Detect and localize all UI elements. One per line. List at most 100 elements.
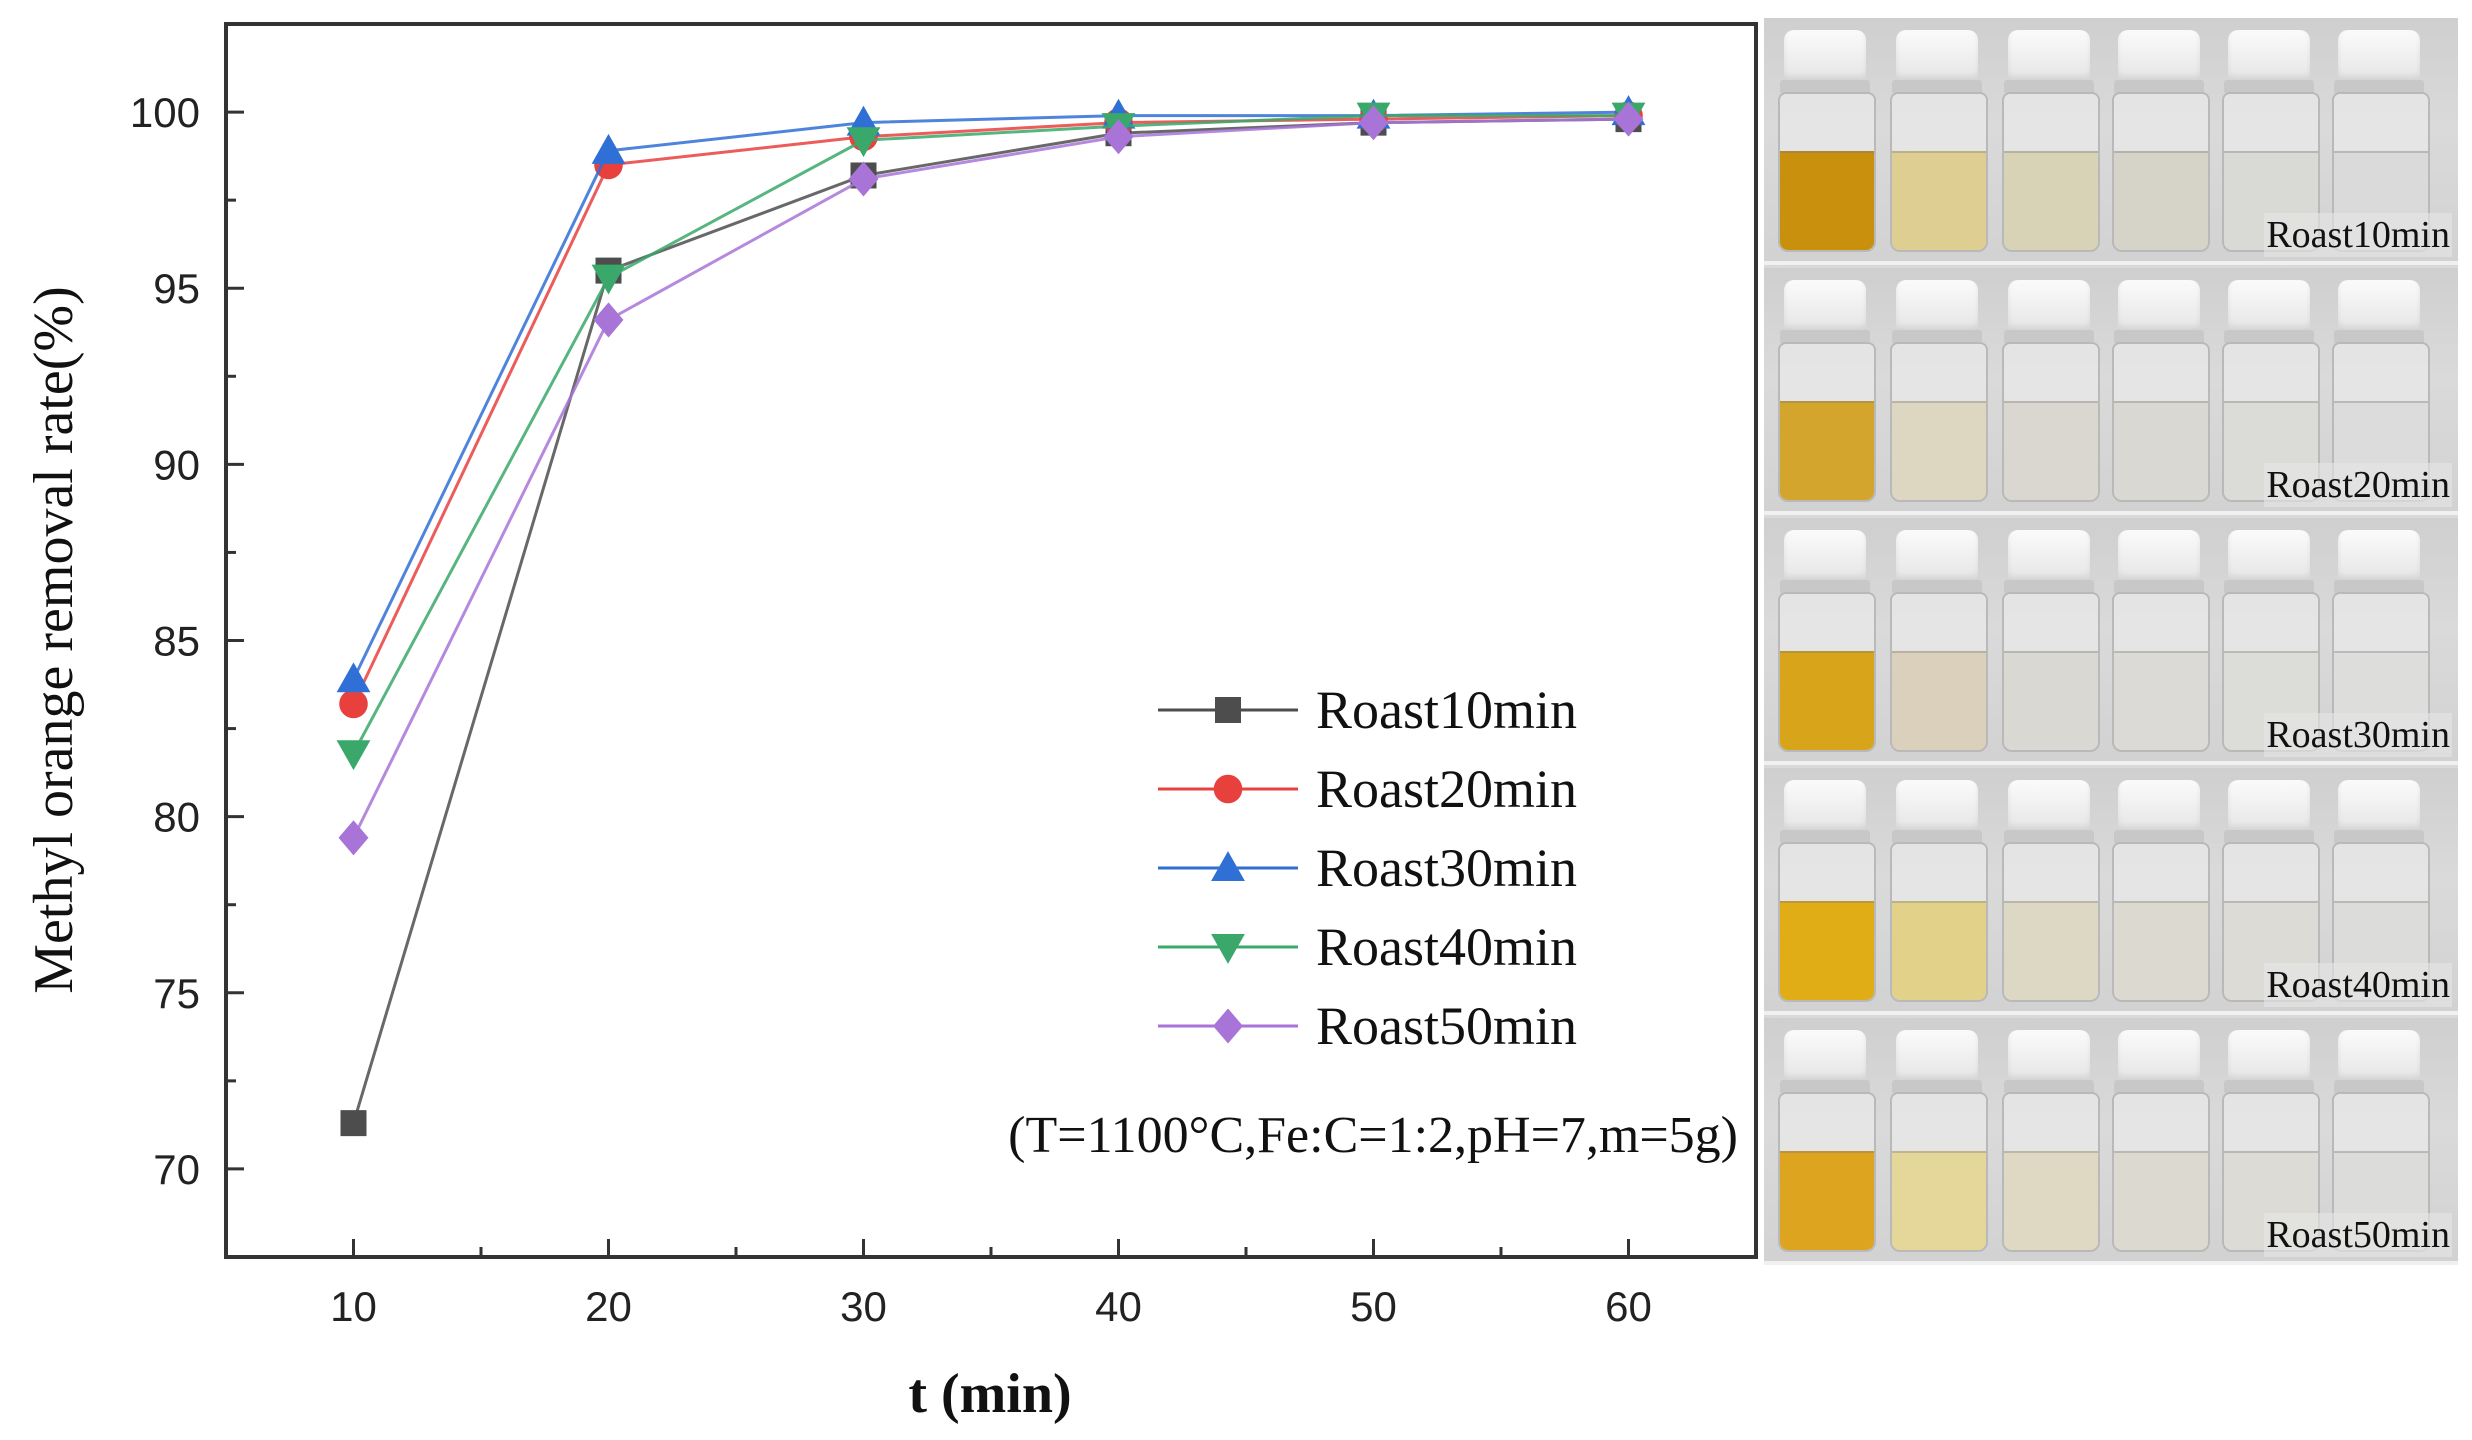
series-Roast20min: [339, 101, 1643, 719]
vial-cap: [2338, 280, 2420, 330]
y-axis: 70 75 80 85 90 95 100: [130, 89, 244, 1193]
x-tick-label: 40: [1095, 1283, 1142, 1330]
vial-liquid: [1780, 651, 1874, 750]
vial-liquid: [1892, 1151, 1986, 1250]
photo-row: Roast20min: [1764, 268, 2458, 515]
vial-liquid: [2114, 1151, 2208, 1250]
x-tick-label: 10: [330, 1283, 377, 1330]
vial: [2000, 530, 2100, 752]
vial-neck: [2004, 330, 2094, 344]
vial: [2110, 280, 2210, 502]
legend-marker: [1213, 774, 1243, 804]
vial-cap: [2008, 780, 2090, 830]
vial: [1776, 30, 1876, 252]
vial-cap: [2008, 1030, 2090, 1080]
y-tick-label: 70: [153, 1146, 200, 1193]
photo-row-label: Roast40min: [2264, 963, 2452, 1007]
vial-cap: [2008, 280, 2090, 330]
legend-marker: [1215, 697, 1241, 723]
photo-row: Roast40min: [1764, 768, 2458, 1015]
y-tick-label: 95: [153, 265, 200, 312]
vial-glass: [2112, 842, 2210, 1002]
data-point: [593, 302, 624, 338]
vial-cap: [2338, 780, 2420, 830]
line-chart: 70 75 80 85 90 95 100 10 20 30 40 50 60 Methyl oran…: [23, 22, 1758, 1425]
x-tick-label: 30: [840, 1283, 887, 1330]
vial-liquid: [1892, 651, 1986, 750]
series-line: [352, 114, 1629, 705]
vial-glass: [1890, 92, 1988, 252]
vial-cap: [2118, 1030, 2200, 1080]
vial: [1888, 1030, 1988, 1252]
vial-liquid: [2114, 401, 2208, 500]
x-axis: 10 20 30 40 50 60: [330, 1239, 1652, 1330]
y-tick-label: 80: [153, 794, 200, 841]
vial-cap: [2228, 780, 2310, 830]
vial-cap: [2118, 780, 2200, 830]
vial-glass: [2002, 842, 2100, 1002]
vial-neck: [2004, 80, 2094, 94]
vial-neck: [2334, 830, 2424, 844]
vial-neck: [1892, 580, 1982, 594]
series-line: [352, 117, 1629, 839]
vial: [1776, 280, 1876, 502]
vial: [1776, 780, 1876, 1002]
vial-liquid: [1892, 901, 1986, 1000]
vial-liquid: [1780, 901, 1874, 1000]
vial-neck: [2114, 80, 2204, 94]
data-point: [848, 161, 879, 197]
legend-label: Roast40min: [1316, 917, 1577, 977]
photo-row: Roast30min: [1764, 518, 2458, 765]
vial-glass: [1890, 592, 1988, 752]
vial-cap: [1896, 1030, 1978, 1080]
vial-liquid: [1780, 401, 1874, 500]
vial-neck: [2114, 580, 2204, 594]
vial-neck: [2224, 830, 2314, 844]
vial: [1776, 1030, 1876, 1252]
vial-neck: [2114, 830, 2204, 844]
vial-liquid: [2004, 151, 2098, 250]
vial-cap: [2228, 1030, 2310, 1080]
series-Roast50min: [338, 101, 1644, 856]
vial-cap: [1896, 30, 1978, 80]
vial: [2110, 1030, 2210, 1252]
vial-cap: [2228, 280, 2310, 330]
vial: [2000, 780, 2100, 1002]
vial-glass: [1778, 592, 1876, 752]
vial-neck: [2004, 1080, 2094, 1094]
x-axis-label: t (min): [908, 1363, 1071, 1425]
vial-glass: [1778, 92, 1876, 252]
data-point: [340, 1110, 367, 1137]
series-Roast30min: [336, 95, 1646, 693]
legend: Roast10min Roast20min Roast30min Roast40min…: [1158, 680, 1577, 1056]
vial-neck: [1780, 1080, 1870, 1094]
vial-glass: [2002, 342, 2100, 502]
vial-neck: [2334, 1080, 2424, 1094]
photo-row-label: Roast50min: [2264, 1213, 2452, 1257]
series-line: [352, 114, 1629, 754]
vial-glass: [1890, 342, 1988, 502]
legend-marker: [1213, 1008, 1243, 1044]
vial-neck: [2114, 1080, 2204, 1094]
vial-neck: [2224, 330, 2314, 344]
vial-cap: [1784, 530, 1866, 580]
x-tick-label: 20: [585, 1283, 632, 1330]
vial-cap: [1784, 780, 1866, 830]
photo-row-label: Roast30min: [2264, 713, 2452, 757]
vial-glass: [1778, 842, 1876, 1002]
vial: [1888, 280, 1988, 502]
vial-liquid: [1780, 1151, 1874, 1250]
vial-cap: [1896, 780, 1978, 830]
vial-liquid: [2114, 901, 2208, 1000]
vial-cap: [1896, 530, 1978, 580]
y-tick-label: 85: [153, 618, 200, 665]
vial-liquid: [1780, 151, 1874, 250]
legend-label: Roast20min: [1316, 759, 1577, 819]
series-Roast40min: [336, 102, 1646, 771]
vial-cap: [2228, 530, 2310, 580]
vial-liquid: [2004, 901, 2098, 1000]
vial-neck: [1780, 830, 1870, 844]
photo-row: Roast50min: [1764, 1018, 2458, 1265]
chart-svg: 70 75 80 85 90 95 100 10 20 30 40 50 60 Methyl oran…: [23, 22, 1758, 1425]
plot-frame: [224, 22, 1758, 1259]
